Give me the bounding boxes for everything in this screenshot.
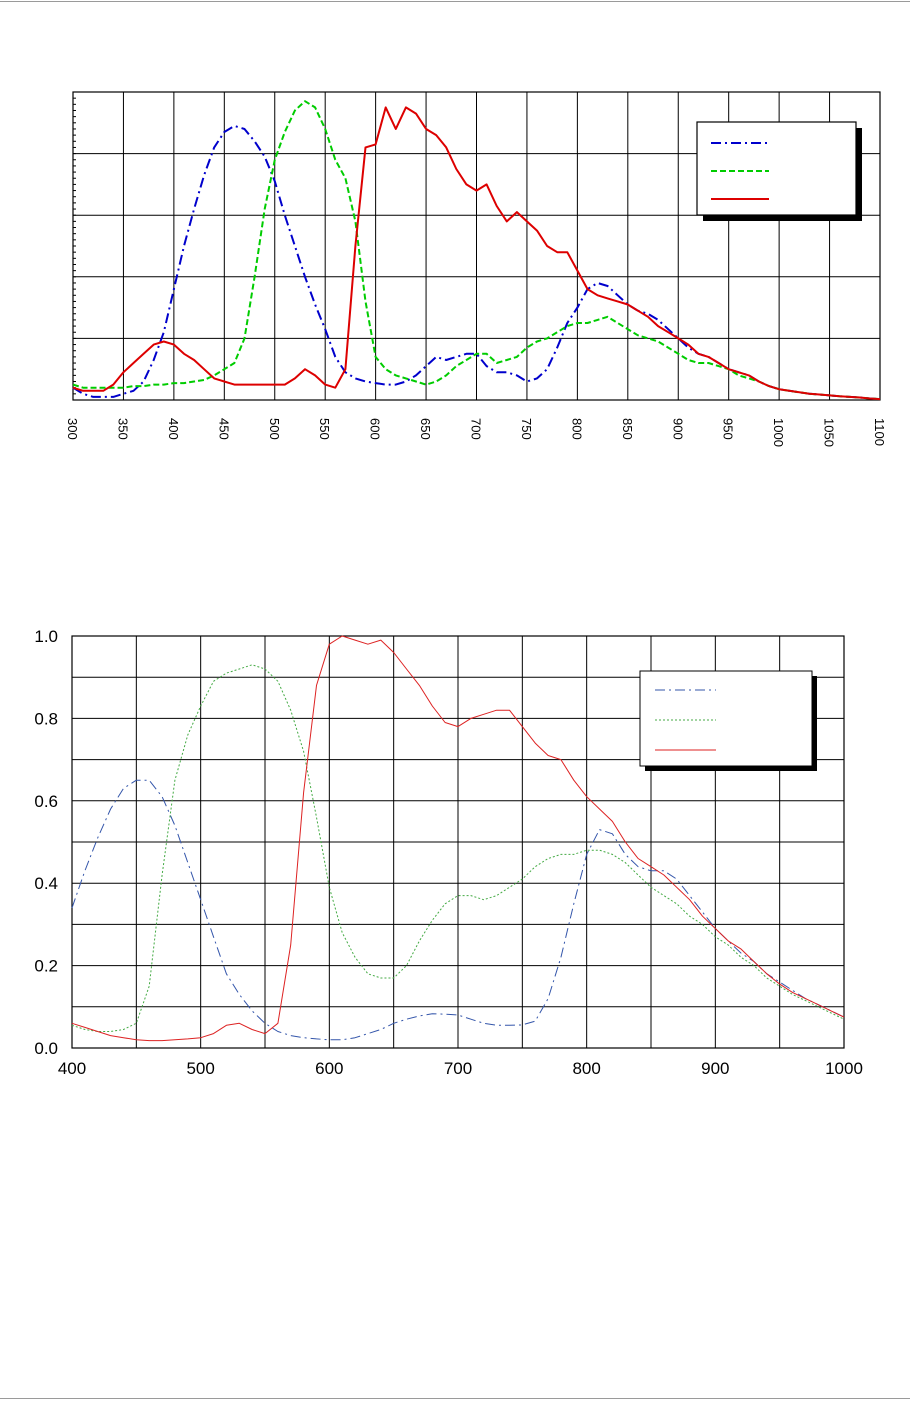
bottom-xtick-label: 700	[444, 1059, 472, 1078]
bottom-xtick-label: 500	[186, 1059, 214, 1078]
top-series-line-2	[72, 106, 881, 401]
top-legend-box	[696, 121, 857, 216]
bottom-ytick-label: 0.8	[34, 709, 58, 728]
bottom-ytick-label: 1.0	[34, 627, 58, 646]
bottom-legend-shadow	[645, 676, 817, 771]
top-xtick-label: 800	[569, 418, 584, 440]
top-xtick-label: 550	[317, 418, 332, 440]
top-xtick-label: 300	[65, 418, 80, 440]
bottom-legend-box	[639, 670, 813, 767]
bottom-series-line-1	[71, 664, 845, 1032]
top-series-line-1	[72, 100, 881, 401]
bottom-ytick-label: 0.2	[34, 957, 58, 976]
bottom-xtick-label: 900	[701, 1059, 729, 1078]
bottom-grid	[71, 635, 845, 1049]
bottom-legend	[639, 670, 817, 771]
bottom-plot-frame	[71, 635, 845, 1049]
top-xtick-label: 350	[115, 418, 130, 440]
bottom-xtick-label: 1000	[825, 1059, 863, 1078]
top-xtick-label: 700	[469, 418, 484, 440]
bottom-ytick-label: 0.6	[34, 792, 58, 811]
top-xtick-label: 500	[267, 418, 282, 440]
top-xtick-label: 900	[670, 418, 685, 440]
bottom-ytick-label: 0.4	[34, 874, 58, 893]
top-xtick-label: 750	[519, 418, 534, 440]
bottom-series-line-0	[71, 779, 845, 1041]
top-xtick-label: 650	[418, 418, 433, 440]
bottom-xtick-label: 600	[315, 1059, 343, 1078]
top-xtick-label: 1000	[771, 418, 786, 447]
bottom-series-line-2	[71, 635, 845, 1042]
top-xtick-label: 600	[368, 418, 383, 440]
top-xtick-label: 1100	[872, 418, 887, 446]
top-legend	[696, 121, 862, 221]
top-chart: 300 350 400 450 500 550 600 650 700 750 800 850 900 9…	[65, 91, 887, 447]
bottom-xtick-label: 400	[58, 1059, 86, 1078]
top-plot-frame	[72, 91, 881, 401]
top-page-rule	[0, 1, 910, 2]
bottom-page-rule	[0, 1398, 910, 1399]
top-xtick-label: 950	[721, 418, 736, 440]
top-xtick-label: 1050	[822, 418, 837, 447]
bottom-xtick-label: 800	[572, 1059, 600, 1078]
top-xtick-label: 850	[620, 418, 635, 440]
top-xtick-label: 400	[166, 418, 181, 440]
top-xtick-label: 450	[216, 418, 231, 440]
bottom-ytick-label: 0.0	[34, 1039, 58, 1058]
